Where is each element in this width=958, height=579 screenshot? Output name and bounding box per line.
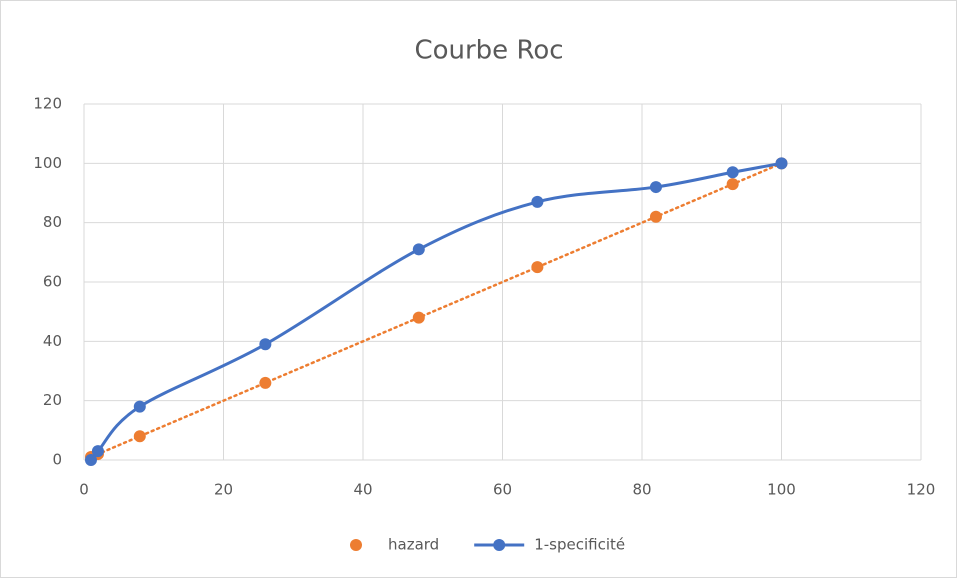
trendline	[89, 162, 783, 459]
x-tick-label: 20	[214, 481, 233, 499]
point	[133, 400, 146, 413]
y-tick-label: 0	[52, 451, 62, 469]
legend-label: 1-specificité	[534, 536, 625, 554]
legend-marker	[493, 539, 506, 551]
point	[531, 195, 544, 208]
legend-marker	[350, 539, 362, 551]
point	[775, 157, 788, 170]
x-tick-label: 40	[353, 481, 372, 499]
point	[91, 445, 104, 458]
point	[133, 430, 146, 443]
x-tick-label: 100	[767, 481, 796, 499]
point	[649, 210, 662, 223]
point	[726, 166, 739, 179]
point	[412, 243, 425, 256]
point	[259, 338, 272, 351]
y-tick-label: 40	[43, 332, 62, 350]
legend-label: hazard	[388, 536, 439, 554]
point	[649, 181, 662, 194]
point	[259, 376, 272, 389]
y-tick-label: 60	[43, 273, 62, 291]
point	[726, 178, 739, 191]
chart-title: Courbe Roc	[414, 36, 563, 66]
y-tick-label: 120	[33, 95, 62, 113]
y-tick-label: 100	[33, 154, 62, 172]
point	[531, 261, 544, 274]
y-tick-label: 80	[43, 213, 62, 231]
x-tick-label: 120	[907, 481, 936, 499]
point	[412, 311, 425, 324]
y-tick-label: 20	[43, 391, 62, 409]
x-tick-label: 0	[79, 481, 89, 499]
x-tick-label: 60	[493, 481, 512, 499]
point	[84, 454, 97, 466]
x-tick-label: 80	[632, 481, 651, 499]
